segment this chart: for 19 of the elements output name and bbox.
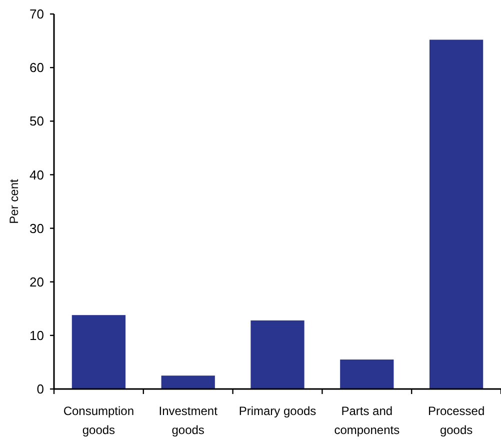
y-tick-label: 40 bbox=[30, 167, 44, 182]
x-tick-label: Processed goods bbox=[428, 404, 485, 437]
bar bbox=[429, 40, 484, 389]
y-tick-label: 0 bbox=[36, 382, 44, 397]
x-tick-label: Investment goods bbox=[158, 404, 218, 437]
bar bbox=[161, 376, 215, 389]
y-tick-label: 10 bbox=[30, 328, 44, 343]
x-tick-label: Parts and components bbox=[334, 404, 400, 437]
x-tick-label: Primary goods bbox=[238, 404, 316, 418]
bar bbox=[72, 315, 126, 389]
y-tick-label: 70 bbox=[30, 6, 44, 22]
y-tick-label: 50 bbox=[30, 114, 44, 129]
y-tick-label: 30 bbox=[30, 220, 44, 236]
y-axis-title: Per cent bbox=[7, 178, 21, 224]
x-tick-label: Consumption goods bbox=[63, 404, 134, 437]
bar bbox=[250, 320, 304, 389]
bar bbox=[340, 360, 394, 389]
y-tick-label: 20 bbox=[30, 274, 44, 290]
y-tick-label: 60 bbox=[30, 60, 44, 76]
